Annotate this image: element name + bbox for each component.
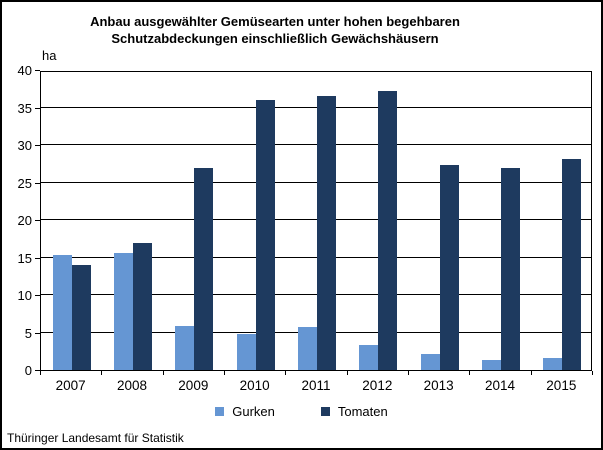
y-tick-label-30: 30 — [17, 138, 32, 153]
x-axis-label-2008: 2008 — [116, 378, 148, 393]
y-tick-0 — [35, 370, 40, 371]
x-axis-label-2012: 2012 — [362, 378, 393, 393]
x-tick-9 — [592, 371, 593, 375]
legend-swatch-gurken-icon — [215, 407, 225, 416]
legend-label-tomaten: Tomaten — [337, 404, 388, 419]
y-tick-label-5: 5 — [24, 325, 32, 341]
bar-gurken-2012 — [359, 345, 379, 370]
bar-gurken-2009 — [175, 325, 195, 370]
x-tick-1 — [101, 371, 102, 375]
bar-tomaten-2015 — [562, 158, 582, 370]
bar-tomaten-2014 — [501, 168, 520, 370]
y-tick-25 — [35, 182, 40, 184]
x-axis-label-2013: 2013 — [423, 378, 454, 393]
legend-label-gurken: Gurken — [232, 404, 275, 419]
plot-area — [40, 71, 592, 371]
gridline-20 — [41, 219, 591, 220]
bar-tomaten-2013 — [439, 165, 459, 370]
source-attribution: Thüringer Landesamt für Statistik — [7, 431, 184, 445]
x-tick-4 — [285, 371, 286, 375]
gridline-25 — [41, 181, 591, 183]
gridline-35 — [41, 106, 591, 108]
x-tick-0 — [40, 371, 41, 375]
y-tick-15 — [35, 257, 40, 259]
x-tick-8 — [531, 371, 532, 375]
legend-item-gurken: Gurken — [215, 404, 275, 419]
y-tick-20 — [35, 220, 40, 221]
chart-title-line2: Schutzabdeckungen einschließlich Gewächs… — [111, 30, 439, 46]
chart-title-line1: Anbau ausgewählter Gemüsearten unter hoh… — [90, 14, 460, 29]
bar-tomaten-2012 — [378, 91, 398, 370]
y-tick-label-25: 25 — [17, 175, 32, 191]
y-tick-label-0: 0 — [24, 363, 32, 378]
bar-gurken-2007 — [52, 254, 72, 370]
bar-gurken-2010 — [236, 334, 256, 370]
bar-tomaten-2008 — [133, 242, 152, 370]
x-tick-7 — [469, 371, 470, 375]
gridline-30 — [41, 144, 591, 145]
y-tick-40 — [35, 70, 40, 71]
bar-gurken-2014 — [482, 360, 501, 370]
gridline-15 — [41, 256, 591, 258]
bar-tomaten-2007 — [71, 265, 91, 370]
y-tick-label-40: 40 — [17, 63, 32, 78]
y-tick-label-20: 20 — [17, 213, 32, 228]
bar-gurken-2008 — [114, 253, 133, 370]
x-axis-label-2015: 2015 — [546, 378, 577, 393]
x-tick-5 — [347, 371, 348, 375]
y-tick-35 — [35, 107, 40, 109]
legend-item-tomaten: Tomaten — [320, 404, 388, 419]
y-tick-30 — [35, 145, 40, 146]
bar-tomaten-2011 — [317, 96, 336, 370]
x-axis-label-2010: 2010 — [239, 378, 270, 393]
y-tick-5 — [35, 332, 40, 334]
y-axis-unit-label: ha — [42, 48, 57, 63]
x-axis-label-2009: 2009 — [178, 378, 209, 393]
gridline-10 — [41, 294, 591, 295]
y-tick-label-15: 15 — [17, 250, 32, 266]
x-axis-label-2011: 2011 — [301, 378, 331, 393]
x-tick-6 — [408, 371, 409, 375]
bar-gurken-2015 — [543, 358, 563, 370]
bar-gurken-2011 — [298, 327, 317, 370]
legend: Gurken Tomaten — [2, 404, 601, 419]
bar-gurken-2013 — [420, 353, 440, 370]
x-tick-3 — [224, 371, 225, 375]
chart-title: Anbau ausgewählter Gemüsearten unter hoh… — [2, 14, 548, 48]
legend-swatch-tomaten-icon — [320, 407, 330, 416]
y-tick-10 — [35, 295, 40, 296]
bar-tomaten-2009 — [194, 167, 214, 370]
bar-tomaten-2010 — [255, 100, 275, 370]
x-tick-2 — [163, 371, 164, 375]
x-axis-label-2007: 2007 — [55, 378, 86, 393]
y-tick-label-35: 35 — [17, 100, 32, 116]
y-tick-label-10: 10 — [17, 288, 32, 303]
x-axis-label-2014: 2014 — [484, 378, 516, 393]
